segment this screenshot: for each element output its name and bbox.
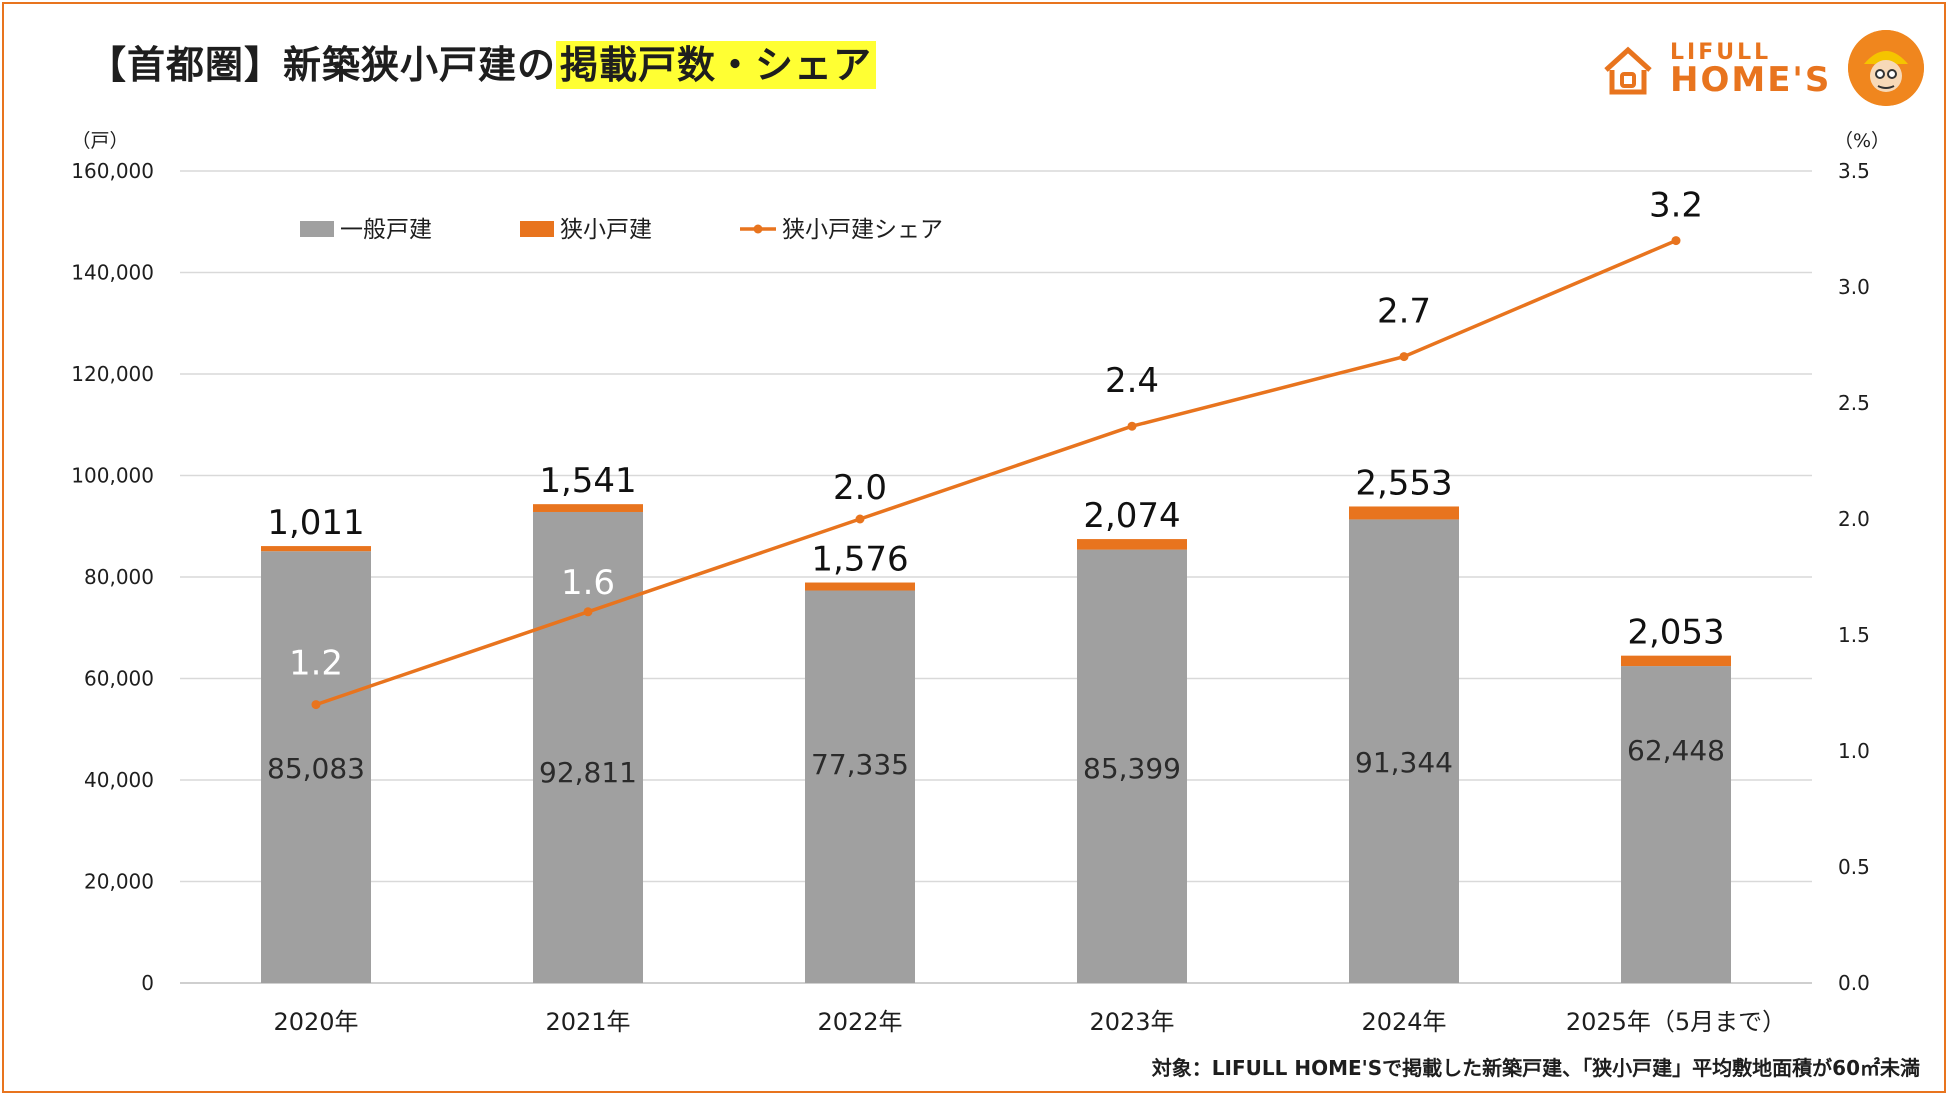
title-highlight: 掲載戸数・シェア: [556, 41, 877, 89]
share-label: 2.0: [833, 468, 887, 508]
bar-small-label: 1,576: [811, 540, 908, 580]
share-line-path: [315, 238, 1677, 707]
chart-title: 【首都圏】新築狭小戸建の 掲載戸数・シェア: [88, 34, 877, 89]
share-label: 1.2: [289, 644, 343, 684]
share-point: [583, 607, 593, 617]
axes: 0 20,000 40,000 60,000 80,000 100,000 120,000 1…: [71, 130, 1890, 1036]
y2-tick-label: 3.5: [1838, 159, 1870, 183]
legend-label-general: 一般戸建: [340, 217, 432, 243]
y-tick-label: 20,000: [84, 870, 154, 894]
y-tick-label: 80,000: [84, 565, 154, 589]
title-part1: 【首都圏】新築狭小戸建の: [88, 43, 557, 87]
x-tick-label: 2022年: [817, 1008, 902, 1036]
y2-tick-label: 2.5: [1838, 391, 1870, 415]
logo-text-big: HOME'S: [1670, 60, 1832, 100]
y2-tick-label: 1.5: [1838, 623, 1870, 647]
bar-small: [1077, 539, 1187, 550]
share-point: [855, 514, 865, 524]
share-label: 1.6: [561, 563, 615, 603]
bar-small: [533, 504, 643, 512]
legend-label-small: 狭小戸建: [560, 217, 652, 243]
footnote: 対象：LIFULL HOME'Sで掲載した新築戸建、「狭小戸建」平均敷地面積が6…: [1151, 1056, 1920, 1080]
y-tick-label: 160,000: [71, 159, 154, 183]
y-axis-unit: （戸）: [71, 130, 128, 152]
bar-general-label: 92,811: [539, 756, 637, 789]
bar-small-label: 1,541: [539, 461, 636, 501]
data-labels: 85,083 1,011 92,811 1,541 77,335 1,576 85,399 2…: [267, 186, 1725, 789]
bar-general: [1621, 666, 1731, 983]
bar-small-label: 2,053: [1627, 613, 1724, 653]
gridlines: [180, 170, 1812, 984]
bar-small-label: 2,074: [1083, 496, 1180, 536]
bar-general: [805, 590, 915, 983]
legend: 一般戸建 狭小戸建 狭小戸建シェア: [300, 217, 943, 243]
bar-general-label: 91,344: [1355, 746, 1453, 779]
y2-tick-label: 0.5: [1838, 855, 1870, 879]
bar-general-label: 62,448: [1627, 734, 1725, 767]
y-tick-label: 120,000: [71, 362, 154, 386]
legend-swatch-general: [300, 221, 334, 237]
mascot-icon: [1848, 30, 1924, 106]
share-label: 3.2: [1649, 186, 1703, 226]
bar-small-label: 1,011: [267, 503, 364, 543]
x-tick-label: 2023年: [1089, 1008, 1174, 1036]
x-tick-label: 2020年: [273, 1008, 358, 1036]
bar-small-label: 2,553: [1355, 463, 1452, 503]
share-point: [1399, 352, 1409, 362]
house-logo-icon: [1604, 46, 1652, 95]
y-tick-label: 100,000: [71, 464, 154, 488]
x-tick-label: 2025年（5月まで）: [1566, 1008, 1786, 1036]
share-point: [1127, 421, 1137, 431]
logo-text-small: LIFULL: [1670, 40, 1772, 65]
share-point: [311, 700, 321, 710]
bar-small: [805, 582, 915, 591]
y2-axis-unit: （%）: [1834, 130, 1890, 152]
x-tick-label: 2021年: [545, 1008, 630, 1036]
y2-tick-label: 2.0: [1838, 507, 1870, 531]
bar-general-label: 85,399: [1083, 752, 1181, 785]
legend-swatch-share-dot: [753, 224, 763, 234]
bar-general: [1349, 519, 1459, 983]
bar-small: [1349, 506, 1459, 520]
y2-tick-label: 0.0: [1838, 971, 1870, 995]
bar-general: [261, 551, 371, 983]
bar-general-label: 85,083: [267, 752, 365, 785]
y-tick-label: 40,000: [84, 768, 154, 792]
bar-general: [1077, 549, 1187, 983]
y2-tick-label: 3.0: [1838, 275, 1870, 299]
bar-small: [1621, 655, 1731, 667]
y-tick-label: 140,000: [71, 261, 154, 285]
y-tick-label: 60,000: [84, 667, 154, 691]
legend-swatch-small: [520, 221, 554, 237]
bar-general: [533, 511, 643, 983]
y-tick-label: 0: [141, 971, 154, 995]
share-line: [311, 236, 1681, 710]
bar-small: [261, 546, 371, 552]
bars: [261, 504, 1731, 983]
y2-tick-label: 1.0: [1838, 739, 1870, 763]
share-point: [1671, 236, 1681, 246]
share-label: 2.4: [1105, 361, 1159, 401]
bar-general-label: 77,335: [811, 748, 909, 781]
legend-label-share: 狭小戸建シェア: [782, 217, 943, 243]
lifull-homes-logo: LIFULL HOME'S: [1598, 40, 1829, 100]
x-tick-label: 2024年: [1361, 1008, 1446, 1036]
share-label: 2.7: [1377, 292, 1431, 332]
